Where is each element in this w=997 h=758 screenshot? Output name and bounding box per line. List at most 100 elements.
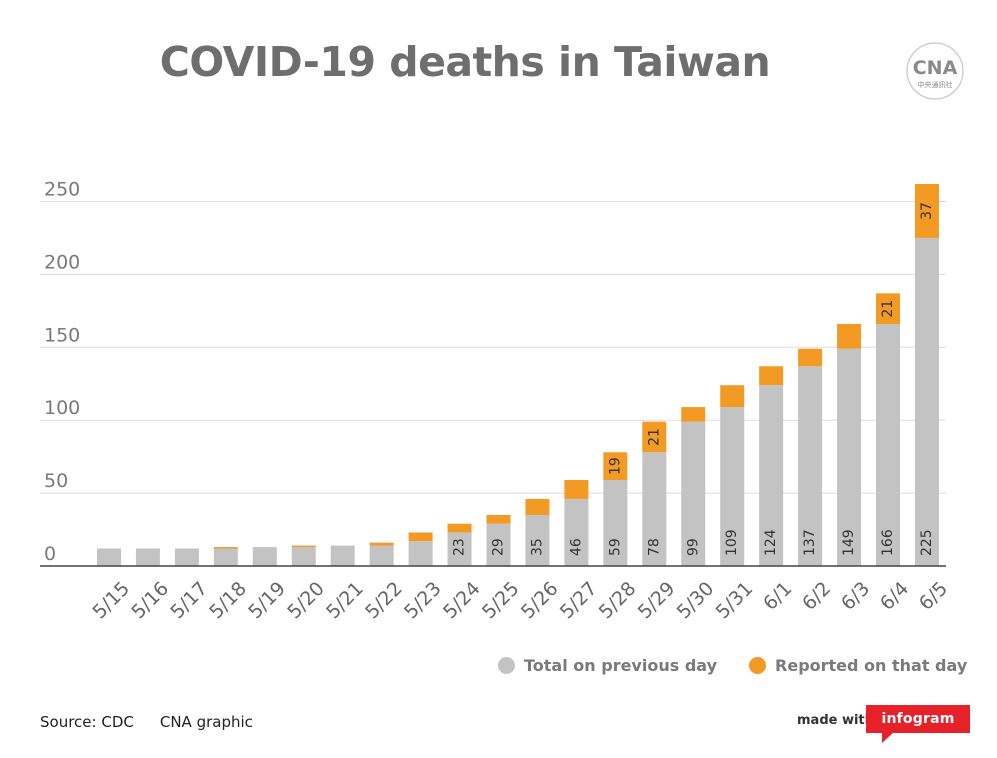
x-tick-label-6/1: 6/1 <box>759 578 796 615</box>
x-tick-label-6/3: 6/3 <box>837 578 874 615</box>
bar-previous-6/4 <box>876 323 900 566</box>
data-label-previous-5/29: 78 <box>646 538 662 556</box>
x-tick-label-5/18: 5/18 <box>205 578 251 624</box>
data-label-previous-6/2: 137 <box>802 529 818 556</box>
x-tick-label-5/16: 5/16 <box>127 578 173 624</box>
data-label-previous-6/5: 225 <box>919 529 935 556</box>
y-tick-label-100: 100 <box>44 397 80 419</box>
x-tick-label-5/24: 5/24 <box>439 578 485 624</box>
bar-previous-5/17 <box>174 548 199 566</box>
bar-reported-6/2 <box>798 348 823 367</box>
x-tick-label-5/29: 5/29 <box>634 578 680 624</box>
bar-reported-5/26 <box>525 498 550 515</box>
infogram-label: infogram <box>866 705 970 733</box>
legend-swatch-previous <box>498 657 515 674</box>
bar-previous-5/28 <box>603 479 628 566</box>
data-label-previous-5/28: 59 <box>607 538 623 556</box>
bar-previous-6/2 <box>798 366 823 566</box>
bar-reported-6/1 <box>759 366 784 386</box>
bar-reported-6/5 <box>914 184 939 238</box>
bar-previous-5/21 <box>330 545 355 566</box>
logo-caption: 中央通訊社 <box>918 80 953 89</box>
data-label-reported-6/4: 21 <box>880 300 896 318</box>
bar-previous-6/1 <box>759 385 784 566</box>
x-tick-label-5/28: 5/28 <box>595 578 641 624</box>
bar-reported-5/27 <box>564 479 589 499</box>
data-label-previous-6/3: 149 <box>841 529 857 556</box>
stacked-bar-chart: 0501001502002505/155/165/175/185/195/205… <box>40 179 952 624</box>
bar-previous-5/23 <box>408 541 433 566</box>
x-tick-label-5/22: 5/22 <box>361 578 407 624</box>
bar-previous-5/20 <box>291 547 316 566</box>
y-tick-label-50: 50 <box>44 470 68 492</box>
logo-mark: CNA <box>913 57 958 79</box>
cna-logo: CNA 中央通訊社 <box>906 42 964 100</box>
bar-previous-5/25 <box>486 523 511 566</box>
bar-previous-5/19 <box>252 547 277 566</box>
x-tick-label-6/4: 6/4 <box>876 578 913 615</box>
x-tick-label-5/15: 5/15 <box>88 578 134 624</box>
x-tick-label-5/19: 5/19 <box>244 578 290 624</box>
data-label-previous-6/4: 166 <box>880 529 896 556</box>
made-with-text: made with <box>797 713 874 728</box>
bar-previous-6/3 <box>837 348 862 566</box>
legend-label-previous: Total on previous day <box>524 656 718 675</box>
y-tick-label-150: 150 <box>44 324 80 346</box>
bar-reported-5/23 <box>408 532 433 542</box>
data-label-reported-5/28: 19 <box>607 457 623 475</box>
infogram-badge-tail <box>882 732 894 743</box>
bar-reported-6/3 <box>837 323 862 349</box>
data-label-previous-5/26: 35 <box>529 538 545 556</box>
bar-previous-5/31 <box>720 407 745 566</box>
data-label-previous-5/25: 29 <box>491 538 507 556</box>
x-tick-label-5/30: 5/30 <box>673 578 719 624</box>
data-label-previous-5/31: 109 <box>724 529 740 556</box>
x-tick-label-5/23: 5/23 <box>400 578 446 624</box>
credit-text: CNA graphic <box>159 713 253 731</box>
x-tick-label-5/27: 5/27 <box>556 578 602 624</box>
bar-reported-5/24 <box>447 523 472 533</box>
bar-previous-5/29 <box>642 452 667 566</box>
legend: Total on previous day Reported on that d… <box>498 656 967 675</box>
bar-previous-5/27 <box>564 498 589 566</box>
x-tick-label-5/17: 5/17 <box>166 578 212 624</box>
infogram-badge[interactable]: infogram <box>866 705 970 743</box>
bar-reported-5/20 <box>291 545 316 548</box>
bar-reported-5/29 <box>642 421 667 453</box>
bar-reported-5/25 <box>486 514 511 524</box>
bar-reported-5/30 <box>681 407 706 422</box>
data-label-previous-6/1: 124 <box>763 529 779 556</box>
bar-previous-5/26 <box>525 514 550 566</box>
bar-previous-5/16 <box>135 548 160 566</box>
bar-previous-5/30 <box>681 421 706 566</box>
x-tick-label-6/5: 6/5 <box>915 578 952 615</box>
bar-previous-5/24 <box>447 532 472 566</box>
data-label-previous-5/30: 99 <box>685 538 701 556</box>
x-tick-label-5/21: 5/21 <box>322 578 368 624</box>
y-tick-label-250: 250 <box>44 179 80 201</box>
bar-reported-5/31 <box>720 385 745 408</box>
y-tick-label-200: 200 <box>44 251 80 273</box>
x-tick-label-5/25: 5/25 <box>478 578 524 624</box>
bar-previous-5/15 <box>97 548 121 566</box>
chart-title: COVID-19 deaths in Taiwan <box>159 38 771 86</box>
x-tick-label-6/2: 6/2 <box>798 578 835 615</box>
x-tick-label-5/31: 5/31 <box>712 578 758 624</box>
bar-previous-6/5 <box>914 237 939 566</box>
legend-item-previous[interactable]: Total on previous day <box>498 656 717 675</box>
source-text: Source: CDC <box>40 713 134 731</box>
data-label-previous-5/24: 23 <box>452 538 468 556</box>
bar-reported-5/22 <box>369 542 394 546</box>
legend-label-reported: Reported on that day <box>775 656 968 675</box>
data-label-previous-5/27: 46 <box>568 538 584 556</box>
bar-previous-5/18 <box>213 548 238 566</box>
bar-reported-6/4 <box>876 293 900 324</box>
bar-reported-5/28 <box>603 452 628 480</box>
source-line: Source: CDC CNA graphic <box>40 713 253 731</box>
x-tick-label-5/26: 5/26 <box>517 578 563 624</box>
legend-swatch-reported <box>749 657 767 674</box>
data-label-reported-6/5: 37 <box>919 202 935 220</box>
legend-item-reported[interactable]: Reported on that day <box>749 656 967 675</box>
y-tick-label-0: 0 <box>44 543 56 565</box>
